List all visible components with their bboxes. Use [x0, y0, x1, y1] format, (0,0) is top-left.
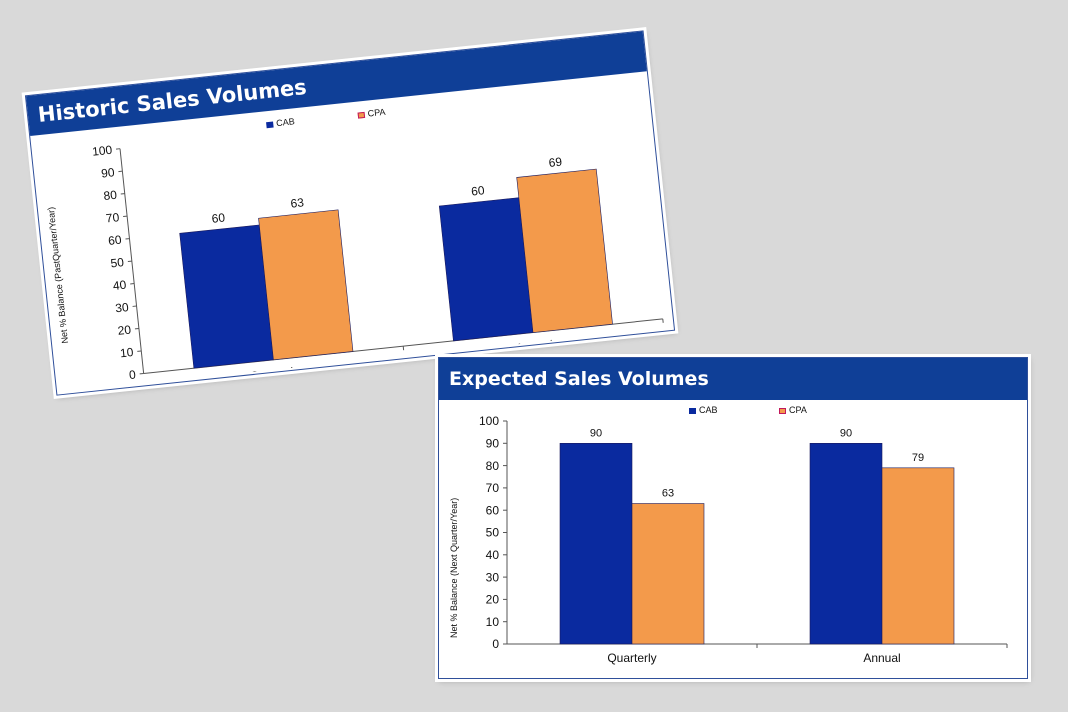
- bar-chart-svg: 0 10 20 30 40 50 60 70 80 90 100 90 63 Quarterly 90 79 A…: [479, 414, 1008, 665]
- y-tick-label: 50: [486, 526, 500, 540]
- legend-label: CPA: [789, 405, 807, 415]
- legend-label: CPA: [367, 106, 386, 119]
- legend-label: CAB: [275, 116, 296, 129]
- y-tick-label: 90: [100, 165, 115, 180]
- bar-cpa-quarterly: [631, 503, 705, 645]
- bar-cab-quarterly: [179, 224, 274, 369]
- y-tick-label: 20: [486, 593, 500, 607]
- chart-body: CAB CPA Net % Balance (Next Quarter/Year…: [439, 400, 1027, 683]
- legend-label: CAB: [699, 405, 718, 415]
- y-axis-label: Net % Balance (Next Quarter/Year): [449, 497, 459, 638]
- data-label: 69: [548, 155, 563, 170]
- expected-sales-chart-card: Expected Sales Volumes CAB CPA Net % Bal…: [438, 357, 1028, 679]
- y-tick-label: 70: [486, 481, 500, 495]
- bar-cab-annual: [438, 197, 534, 342]
- legend-swatch-cpa: [779, 407, 786, 414]
- bar-cab-annual: [809, 442, 883, 645]
- chart-body: CAB CPA Net % Balance (PastQuarter/Year)…: [30, 71, 674, 397]
- data-label: 60: [211, 210, 226, 225]
- historic-sales-chart-card: Historic Sales Volumes CAB CPA Net % Bal…: [24, 30, 676, 397]
- y-tick-label: 30: [486, 570, 500, 584]
- data-label: 90: [590, 427, 602, 439]
- y-tick-label: 10: [486, 615, 500, 629]
- y-tick-label: 10: [119, 345, 134, 360]
- y-tick-label: 30: [115, 300, 130, 315]
- y-tick-label: 20: [117, 323, 132, 338]
- bar-cpa-annual: [516, 168, 613, 333]
- bar-cab-quarterly: [559, 442, 633, 645]
- y-tick-label: 60: [486, 503, 500, 517]
- y-tick-label: 70: [105, 210, 120, 225]
- legend-swatch-cab: [266, 121, 274, 128]
- y-tick-label: 50: [110, 255, 125, 270]
- data-label: 63: [662, 488, 674, 500]
- data-label: 90: [840, 427, 852, 439]
- y-tick-label: 100: [91, 143, 113, 159]
- data-label: 60: [471, 183, 486, 198]
- bar-cpa-annual: [881, 467, 955, 645]
- y-tick-label: 60: [108, 233, 123, 248]
- legend-swatch-cpa: [357, 111, 366, 119]
- legend-item-cpa: CPA: [779, 405, 807, 415]
- y-tick-label: 90: [486, 437, 500, 451]
- legend-item-cab: CAB: [689, 405, 718, 415]
- x-category-label: Annual: [863, 651, 900, 665]
- x-category-label: Quarterly: [607, 651, 656, 665]
- x-category-label: Quarterly: [250, 364, 301, 383]
- data-label: 63: [290, 195, 305, 210]
- chart-title: Expected Sales Volumes: [439, 358, 1027, 400]
- y-tick-label: 40: [112, 278, 127, 293]
- y-tick-label: 0: [492, 637, 499, 651]
- data-label: 79: [912, 452, 924, 464]
- y-tick-label: 80: [103, 188, 118, 203]
- y-tick-label: 80: [486, 459, 500, 473]
- x-category-label: Annual: [515, 338, 554, 356]
- bar-chart-svg: 0 10 20 30 40 50 60 70 80 90 100 60 63 Quarterly 60 69 A…: [91, 143, 664, 383]
- y-tick-label: 0: [128, 367, 136, 382]
- legend-swatch-cab: [689, 407, 696, 414]
- y-tick-label: 100: [479, 414, 499, 428]
- bar-cpa-quarterly: [258, 209, 354, 361]
- y-tick-label: 40: [486, 548, 500, 562]
